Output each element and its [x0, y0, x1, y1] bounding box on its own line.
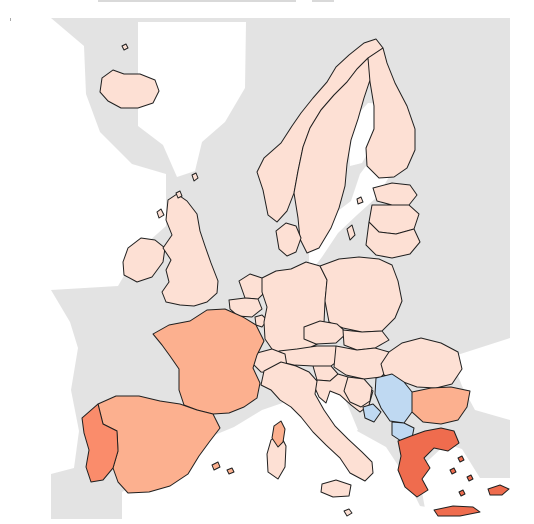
black-sea-open	[451, 338, 510, 420]
aegean-open	[418, 444, 510, 514]
mediterranean-west	[122, 398, 510, 519]
region-iceland[interactable]	[99, 69, 160, 109]
region-denmark[interactable]	[275, 222, 302, 257]
region-sweden[interactable]	[293, 57, 372, 254]
north-atlantic	[51, 18, 166, 290]
island-hebrides	[156, 208, 165, 219]
region-serbia[interactable]	[374, 373, 413, 424]
island-orkney	[175, 190, 183, 199]
island-gotland	[346, 224, 356, 241]
region-ireland[interactable]	[122, 237, 166, 283]
region-france-corsica[interactable]	[271, 420, 286, 448]
region-lithuania[interactable]	[365, 221, 421, 259]
region-bulgaria[interactable]	[411, 386, 471, 425]
region-belgium[interactable]	[228, 297, 263, 318]
region-greece-crete[interactable]	[433, 505, 481, 517]
region-czechia[interactable]	[303, 320, 348, 345]
region-portugal[interactable]	[81, 403, 119, 483]
region-cyprus[interactable]	[487, 484, 510, 496]
mid-atlantic	[51, 290, 79, 474]
island-faroe	[121, 43, 129, 51]
region-bosnia[interactable]	[343, 376, 373, 408]
island-aegean-2	[457, 455, 465, 463]
region-france[interactable]	[152, 308, 265, 415]
top-edge-mark-right	[312, 0, 334, 2]
island-shetland	[191, 172, 199, 182]
region-poland[interactable]	[319, 256, 403, 333]
country-regions	[81, 38, 510, 517]
region-montenegro[interactable]	[362, 403, 382, 423]
region-slovakia[interactable]	[342, 329, 390, 351]
baltic-sea	[309, 158, 389, 274]
region-italy[interactable]	[260, 361, 374, 482]
north-sea-open	[138, 22, 246, 177]
region-romania[interactable]	[380, 337, 463, 389]
island-aegean-3	[466, 474, 474, 482]
island-aegean-1	[449, 467, 457, 475]
corner-tick-top-left	[10, 18, 11, 21]
region-malta[interactable]	[343, 508, 353, 517]
region-greece[interactable]	[397, 427, 460, 498]
region-estonia[interactable]	[372, 182, 418, 206]
island-crete-small-1	[458, 489, 466, 497]
region-united-kingdom[interactable]	[161, 193, 219, 307]
small-islands	[121, 43, 474, 497]
top-edge-mark-left	[98, 0, 296, 2]
island-balearic-1	[211, 461, 221, 471]
region-finland[interactable]	[365, 47, 416, 179]
island-aland	[356, 196, 364, 205]
region-italy-sicily[interactable]	[320, 479, 352, 498]
island-balearic-2	[226, 467, 235, 475]
